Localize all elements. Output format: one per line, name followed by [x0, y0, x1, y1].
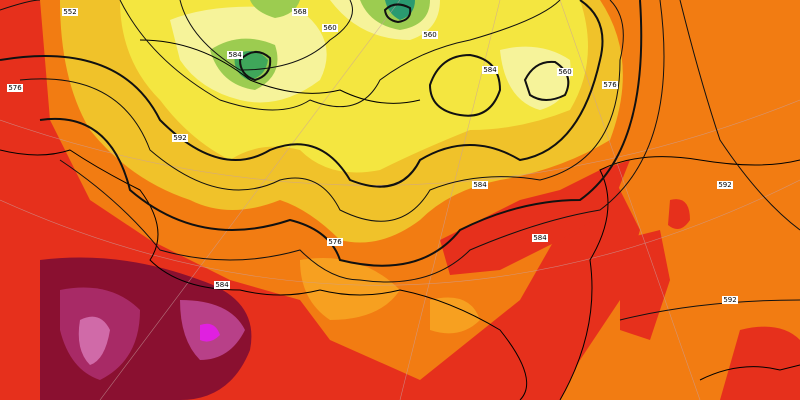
contour-labels: 552 568 560 560 560 576 584 584 576 584 592 592 584 5…: [7, 8, 738, 304]
contour-label: 552: [63, 8, 76, 16]
label-box: [327, 238, 343, 246]
label-box: [7, 84, 23, 92]
contour-label: 568: [293, 8, 306, 16]
contour-label: 560: [323, 24, 336, 32]
label-box: [292, 8, 308, 16]
label-box: [482, 66, 498, 74]
contour-label: 584: [533, 234, 547, 242]
label-box: [214, 281, 230, 289]
label-box: [532, 234, 548, 242]
contour-label: 576: [603, 81, 617, 89]
contour-label: 560: [423, 31, 436, 39]
contour-label: 584: [483, 66, 497, 74]
contour-label: 592: [718, 181, 731, 189]
contour-label: 592: [723, 296, 736, 304]
label-box: [322, 24, 338, 32]
contour-label: 584: [228, 51, 242, 59]
label-box: [422, 31, 438, 39]
label-box: [472, 181, 488, 189]
contour-label: 576: [8, 84, 22, 92]
contour-label: 560: [558, 68, 571, 76]
contour-label: 584: [473, 181, 487, 189]
contour-label: 576: [328, 238, 342, 246]
label-box: [717, 181, 733, 189]
contour-label: 584: [215, 281, 229, 289]
coastline: [0, 39, 800, 400]
label-box: [227, 51, 243, 59]
label-box: [172, 134, 188, 142]
label-box: [62, 8, 78, 16]
mild-region: [300, 258, 480, 334]
label-box: [602, 81, 618, 89]
contour-label: 592: [173, 134, 186, 142]
label-box: [557, 68, 573, 76]
hot-region: [40, 257, 252, 400]
contours: [0, 0, 800, 321]
label-box: [722, 296, 738, 304]
